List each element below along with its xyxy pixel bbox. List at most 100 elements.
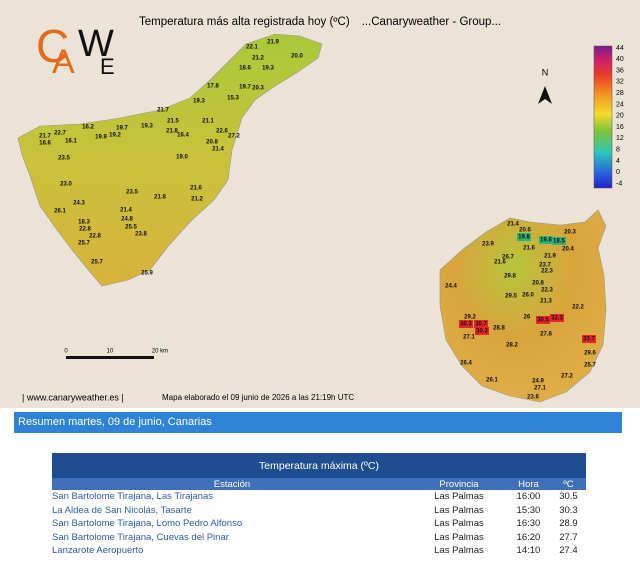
scale-legend-label: 32 (616, 79, 624, 86)
station-value: 27.2 (228, 134, 240, 140)
table-row: San Bartolome Tirajana, Las Tirajanas Las… (52, 490, 586, 504)
station-value: 16.1 (65, 139, 77, 145)
station-value: 30.7 (475, 322, 487, 328)
scale-legend-label: 40 (616, 56, 624, 63)
station-value: 24.3 (73, 201, 85, 207)
station-value: 19.3 (262, 66, 274, 72)
station-highlight (536, 316, 550, 324)
station-value: 18.5 (553, 239, 565, 245)
map-note: Mapa elaborado el 09 junio de 2026 a las… (162, 393, 354, 402)
table-row: San Bartolome Tirajana, Cuevas del Pinar… (52, 531, 586, 545)
table-row: Lanzarote Aeropuerto Las Palmas 14:10 27.4 (52, 544, 586, 558)
station-value: 22.6 (216, 129, 228, 135)
province: Las Palmas (434, 491, 484, 503)
station-value: 19.2 (109, 133, 121, 139)
station-value: 22.3 (541, 269, 553, 275)
scale-bar (66, 356, 154, 359)
station-value: 28.8 (493, 326, 505, 332)
station-value: 21.6 (494, 260, 506, 266)
station-value: 19.6 (540, 238, 552, 244)
color-scale (593, 45, 613, 189)
station-value: 21.8 (154, 195, 166, 201)
station-value: 29.8 (504, 274, 516, 280)
station-value: 19.7 (116, 126, 128, 132)
station-value: 21.6 (190, 186, 202, 192)
station-highlight (552, 237, 566, 245)
station-value: 27.1 (463, 335, 475, 341)
station-value: 16.4 (177, 133, 189, 139)
scale-label: 10 (107, 349, 114, 355)
province: Las Palmas (434, 531, 484, 543)
scale-legend-label: 0 (616, 169, 620, 176)
station-value: 29.5 (505, 294, 517, 300)
column-header-row: Estación Provincia Hora ºC (52, 478, 586, 490)
station-value: 26.1 (486, 378, 498, 384)
station-highlight (550, 314, 564, 322)
tenerife (17, 33, 323, 287)
station-value: 24.8 (121, 217, 133, 223)
station-value: 26.1 (54, 209, 66, 215)
station-value: 29.2 (464, 315, 476, 321)
column-header: Estación (52, 478, 412, 490)
station-value: 21.3 (540, 299, 552, 305)
table-row: La Aldea de San Nicolás, Tasarte Las Palm… (52, 504, 586, 518)
station-value: 18.3 (78, 220, 90, 226)
north-arrow (538, 86, 552, 104)
station-highlight (474, 320, 488, 328)
station-value: 23.0 (60, 182, 72, 188)
temperature: 27.7 (559, 531, 578, 543)
station-name[interactable]: La Aldea de San Nicolás, Tasarte (52, 504, 192, 516)
time: 16:30 (516, 518, 541, 530)
station-value: 21.8 (166, 129, 178, 135)
station-value: 21.5 (167, 119, 179, 125)
station-value: 22.3 (541, 288, 553, 294)
table-row: San Bartolome Tirajana, Lomo Pedro Alfon… (52, 517, 586, 531)
station-value: 21.2 (191, 197, 203, 203)
station-value: 18.6 (239, 66, 251, 72)
station-value: 17.8 (207, 84, 219, 90)
station-value: 19.8 (518, 235, 530, 241)
scale-legend-label: 28 (616, 90, 624, 97)
station-value: 18.6 (39, 141, 51, 147)
station-value: 20.8 (206, 140, 218, 146)
summary-bar: Resumen martes, 09 de junio, Canarias (14, 412, 622, 433)
station-value: 22.8 (89, 234, 101, 240)
station-value: 23.6 (527, 395, 539, 401)
scale-legend-label: 4 (616, 158, 620, 165)
station-name[interactable]: Lanzarote Aeropuerto (52, 545, 144, 557)
station-value: 22.7 (54, 131, 66, 137)
station-value: 21.2 (252, 56, 264, 62)
station-value: 32.3 (551, 316, 563, 322)
station-name[interactable]: San Bartolome Tirajana, Lomo Pedro Alfon… (52, 518, 243, 530)
station-value: 25.7 (91, 260, 103, 266)
north-label: N (542, 67, 549, 77)
station-value: 30.3 (460, 322, 472, 328)
scale-legend-label: 8 (616, 147, 620, 154)
station-value: 20.3 (564, 230, 576, 236)
station-value: 20.4 (562, 247, 574, 253)
scale-legend-label: 12 (616, 135, 624, 142)
time: 16:20 (516, 531, 541, 543)
station-value: 28.2 (506, 343, 518, 349)
station-value: 21.9 (267, 40, 279, 46)
scale-legend-label: 20 (616, 113, 624, 120)
scale-label: 0 (64, 349, 68, 355)
gran-canaria (439, 209, 607, 403)
station-value: 21.4 (212, 147, 224, 153)
column-header: ºC (550, 478, 586, 490)
time: 16:00 (516, 491, 541, 503)
site-link[interactable]: | www.canaryweather.es | (22, 392, 124, 402)
station-name[interactable]: San Bartolome Tirajana, Cuevas del Pinar (52, 531, 229, 543)
station-value: 21.4 (120, 208, 132, 214)
table-title: Temperatura máxima (ºC) (52, 453, 586, 478)
scale-label: 20 km (152, 349, 168, 355)
station-value: 19.3 (193, 99, 205, 105)
station-value: 23.5 (126, 190, 138, 196)
temperature: 30.3 (559, 504, 578, 516)
station-value: 22.8 (79, 227, 91, 233)
station-value: 22.2 (572, 305, 584, 311)
station-highlight (475, 327, 489, 335)
station-name[interactable]: San Bartolome Tirajana, Las Tirajanas (52, 491, 214, 503)
station-value: 19.3 (141, 124, 153, 130)
title: Temperatura más alta registrada hoy (ºC) (139, 16, 350, 28)
